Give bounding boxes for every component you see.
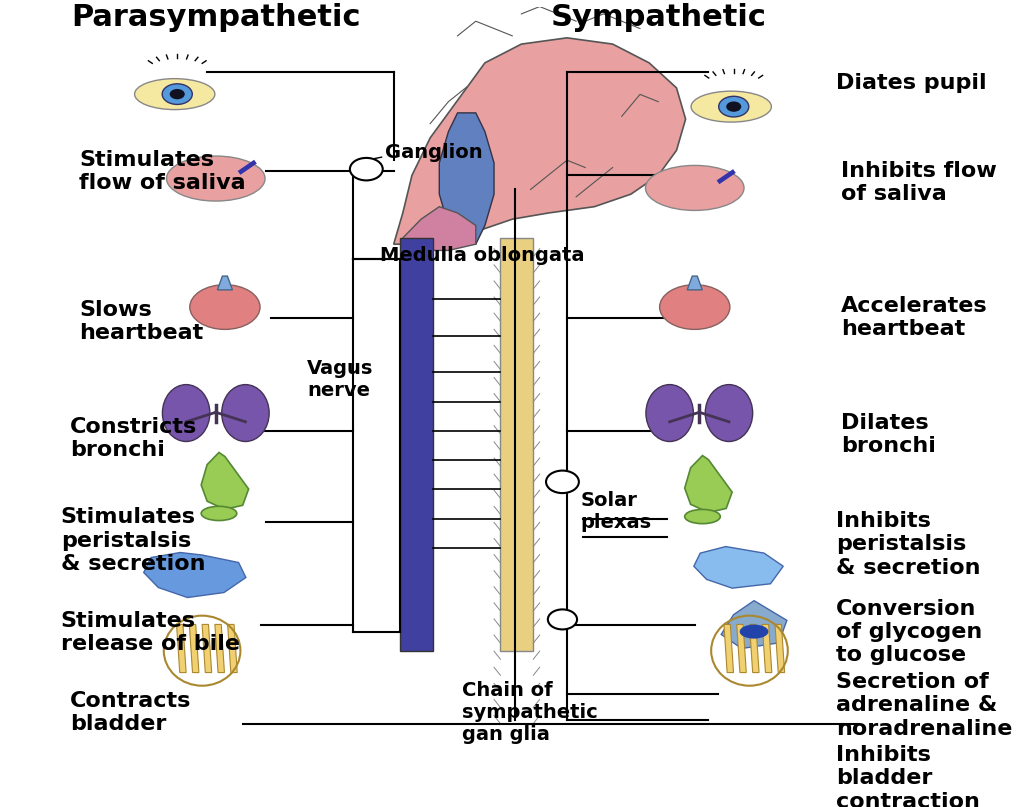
Ellipse shape [685, 509, 720, 524]
Circle shape [350, 158, 383, 181]
Polygon shape [176, 625, 186, 672]
Polygon shape [202, 625, 212, 672]
Polygon shape [687, 276, 702, 290]
Ellipse shape [706, 385, 753, 441]
Text: Sympathetic: Sympathetic [550, 3, 766, 32]
Text: Inhibits flow
of saliva: Inhibits flow of saliva [841, 161, 996, 204]
Polygon shape [143, 553, 246, 597]
Ellipse shape [646, 385, 693, 441]
Polygon shape [201, 453, 249, 509]
Text: Medulla oblongata: Medulla oblongata [380, 246, 585, 265]
Text: Inhibits
peristalsis
& secretion: Inhibits peristalsis & secretion [837, 511, 981, 578]
Polygon shape [439, 113, 494, 245]
Circle shape [170, 89, 184, 99]
Polygon shape [393, 38, 686, 245]
Polygon shape [227, 625, 238, 672]
Polygon shape [402, 207, 476, 250]
Polygon shape [189, 625, 199, 672]
Text: Diates pupil: Diates pupil [837, 73, 987, 94]
Ellipse shape [659, 285, 730, 329]
Text: Stimulates
flow of saliva: Stimulates flow of saliva [79, 149, 246, 193]
Text: Contracts
bladder: Contracts bladder [70, 691, 191, 734]
Polygon shape [717, 169, 736, 184]
Ellipse shape [691, 91, 771, 122]
Text: Parasympathetic: Parasympathetic [71, 3, 360, 32]
Text: Solar
plexas: Solar plexas [581, 491, 652, 532]
Text: Ganglion: Ganglion [385, 144, 482, 162]
Polygon shape [694, 546, 783, 588]
Polygon shape [775, 625, 784, 672]
Text: Inhibits
bladder
contraction: Inhibits bladder contraction [837, 746, 980, 807]
Ellipse shape [167, 156, 265, 201]
Polygon shape [750, 625, 759, 672]
Text: Stimulates
peristalsis
& secretion: Stimulates peristalsis & secretion [60, 508, 205, 574]
Text: Secretion of
adrenaline &
noradrenaline: Secretion of adrenaline & noradrenaline [837, 672, 1013, 738]
Text: Conversion
of glycogen
to glucose: Conversion of glycogen to glucose [837, 599, 982, 665]
Ellipse shape [189, 285, 260, 329]
Ellipse shape [222, 385, 269, 441]
Circle shape [162, 84, 193, 104]
Polygon shape [685, 456, 732, 512]
Text: Stimulates
release of bile: Stimulates release of bile [60, 611, 240, 654]
Polygon shape [736, 625, 746, 672]
Polygon shape [762, 625, 772, 672]
Text: Dilates
bronchi: Dilates bronchi [841, 413, 936, 456]
Polygon shape [501, 238, 534, 650]
Text: Vagus
nerve: Vagus nerve [307, 359, 374, 400]
Ellipse shape [201, 506, 237, 521]
Ellipse shape [134, 78, 215, 110]
Text: Accelerates
heartbeat: Accelerates heartbeat [841, 296, 987, 339]
Ellipse shape [163, 385, 210, 441]
Polygon shape [721, 600, 786, 649]
Circle shape [546, 470, 579, 493]
Polygon shape [215, 625, 224, 672]
Circle shape [726, 102, 741, 112]
Polygon shape [400, 238, 433, 650]
Text: Constricts
bronchi: Constricts bronchi [70, 416, 197, 460]
Ellipse shape [739, 625, 768, 638]
Polygon shape [217, 276, 232, 290]
Circle shape [548, 609, 578, 629]
Text: Chain of
sympathetic
gan glia: Chain of sympathetic gan glia [462, 681, 598, 744]
Polygon shape [238, 160, 257, 175]
Polygon shape [724, 625, 733, 672]
Circle shape [719, 96, 749, 117]
Ellipse shape [645, 165, 744, 211]
Text: Slows
heartbeat: Slows heartbeat [79, 299, 203, 343]
